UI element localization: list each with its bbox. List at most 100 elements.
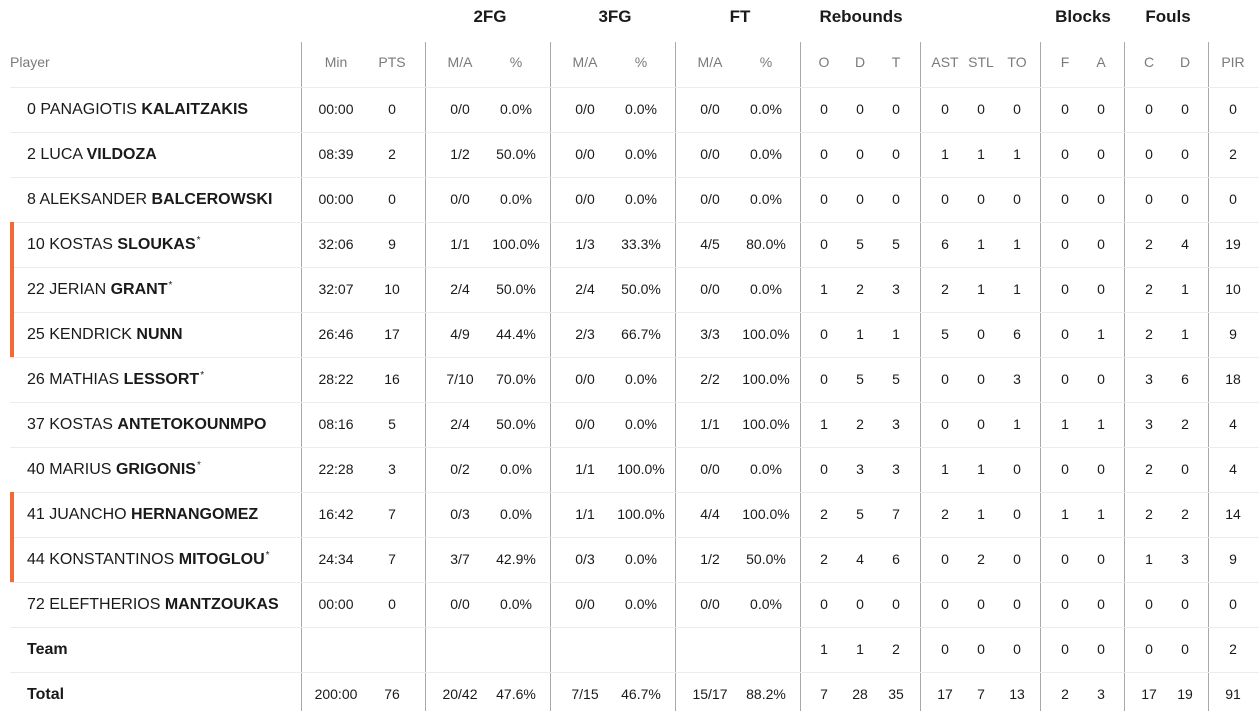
player-name-link[interactable]: 41 JUANCHO HERNANGOMEZ — [27, 492, 258, 537]
column-divider — [920, 42, 921, 711]
stat-ast: 6 — [941, 236, 949, 252]
player-name-link[interactable]: 44 KONSTANTINOS MITOGLOU* — [27, 537, 270, 582]
stat-ba: 0 — [1097, 461, 1105, 477]
stat-ft: 3/3 — [700, 326, 720, 342]
row-divider — [10, 312, 1259, 313]
group-header-2fg: 2FG — [473, 7, 507, 26]
stat-min: 32:07 — [318, 281, 354, 297]
stat-to: 6 — [1013, 326, 1021, 342]
stat-to: 1 — [1013, 146, 1021, 162]
stat-ba: 0 — [1097, 101, 1105, 117]
player-name-link[interactable]: 37 KOSTAS ANTETOKOUNMPO — [27, 402, 266, 447]
stat-d: 0 — [856, 101, 864, 117]
col-header-ast: AST — [931, 54, 959, 70]
group-header-rebounds: Rebounds — [819, 7, 903, 26]
player-name-link[interactable]: 40 MARIUS GRIGONIS* — [27, 447, 201, 492]
stat-pir: 9 — [1229, 326, 1237, 342]
stat-d: 4 — [856, 551, 864, 567]
stat-stl: 1 — [977, 506, 985, 522]
stat-ft: 0/0 — [700, 596, 720, 612]
stat-fc: 0 — [1145, 146, 1153, 162]
stat-to: 0 — [1013, 191, 1021, 207]
stat-ba: 1 — [1097, 506, 1105, 522]
stat-ba: 1 — [1097, 326, 1105, 342]
stat-fg2p: 50.0% — [496, 416, 536, 432]
stat-ba: 0 — [1097, 596, 1105, 612]
player-name-link[interactable]: 22 JERIAN GRANT* — [27, 267, 172, 312]
starter-marker: * — [265, 550, 270, 561]
stat-ast: 0 — [941, 596, 949, 612]
stat-bf: 0 — [1061, 191, 1069, 207]
stat-fg3: 2/4 — [575, 281, 595, 297]
stat-fg3: 0/0 — [575, 146, 595, 162]
stat-pts: 16 — [384, 371, 400, 387]
player-last-name: SLOUKAS — [117, 236, 196, 253]
stat-fg3: 2/3 — [575, 326, 595, 342]
col-header-fouls-d: D — [1179, 54, 1191, 70]
stat-t: 0 — [892, 146, 900, 162]
stat-min: 26:46 — [318, 326, 354, 342]
player-name-link[interactable]: 26 MATHIAS LESSORT* — [27, 357, 204, 402]
stat-pir: 19 — [1225, 236, 1241, 252]
stat-ba: 1 — [1097, 416, 1105, 432]
player-first-name: MARIUS — [49, 461, 112, 478]
stat-stl: 1 — [977, 281, 985, 297]
starter-marker: * — [196, 235, 201, 246]
column-divider — [675, 42, 676, 711]
player-name-link[interactable]: 25 KENDRICK NUNN — [27, 312, 183, 357]
col-header-3fg-pct: % — [634, 54, 648, 70]
column-divider — [550, 42, 551, 711]
player-name-link[interactable]: 72 ELEFTHERIOS MANTZOUKAS — [27, 582, 279, 627]
stat-fg3p: 66.7% — [621, 326, 661, 342]
col-header-blk-f: F — [1060, 54, 1070, 70]
stat-t: 0 — [892, 101, 900, 117]
starter-marker: * — [200, 370, 205, 381]
stat-fc: 2 — [1145, 461, 1153, 477]
stat-fg3: 1/1 — [575, 461, 595, 477]
player-name-link[interactable]: 0 PANAGIOTIS KALAITZAKIS — [27, 87, 248, 132]
stat-min: 22:28 — [318, 461, 354, 477]
player-last-name: MANTZOUKAS — [164, 596, 279, 613]
on-court-indicator — [10, 312, 14, 357]
stat-d: 5 — [856, 371, 864, 387]
col-header-fouls-c: C — [1143, 54, 1155, 70]
stat-ft: 0/0 — [700, 101, 720, 117]
stat-fg3: 1/3 — [575, 236, 595, 252]
col-header-blk-a: A — [1096, 54, 1106, 70]
stat-fg3: 0/3 — [575, 551, 595, 567]
stat-fg2p: 42.9% — [496, 551, 536, 567]
row-divider — [10, 492, 1259, 493]
stat-fd: 0 — [1181, 596, 1189, 612]
stat-min — [311, 627, 361, 672]
stat-pir: 0 — [1229, 101, 1237, 117]
stat-bf: 1 — [1061, 506, 1069, 522]
stat-pts: 9 — [388, 236, 396, 252]
stat-ast: 1 — [941, 146, 949, 162]
stat-d: 1 — [856, 326, 864, 342]
stat-min: 00:00 — [318, 596, 354, 612]
stat-to: 3 — [1013, 371, 1021, 387]
player-first-name: ELEFTHERIOS — [49, 596, 161, 613]
player-name-link[interactable]: 10 KOSTAS SLOUKAS* — [27, 222, 201, 267]
stat-fg2p: 70.0% — [496, 371, 536, 387]
stat-o: 2 — [820, 506, 828, 522]
total-row: Total 200:00 76 20/42 47.6% 7/15 46.7% 15/17 88.… — [0, 672, 1259, 717]
stat-d: 2 — [856, 281, 864, 297]
starter-marker: * — [196, 460, 201, 471]
stat-fg3: 0/0 — [575, 416, 595, 432]
stat-t: 0 — [892, 596, 900, 612]
stat-pir: 2 — [1229, 146, 1237, 162]
stat-fg2p: 100.0% — [492, 236, 540, 252]
on-court-indicator — [10, 537, 14, 582]
stat-t: 3 — [892, 461, 900, 477]
stat-fd: 1 — [1181, 326, 1189, 342]
stat-fd: 3 — [1181, 551, 1189, 567]
player-name-link[interactable]: 2 LUCA VILDOZA — [27, 132, 157, 177]
stat-ast: 0 — [941, 191, 949, 207]
stat-bf: 0 — [1061, 461, 1069, 477]
stat-ba: 0 — [1097, 641, 1105, 657]
stat-fg2: 2/4 — [450, 416, 470, 432]
col-header-stl: STL — [968, 54, 994, 70]
player-name-link[interactable]: 8 ALEKSANDER BALCEROWSKI — [27, 177, 272, 222]
row-divider — [10, 537, 1259, 538]
